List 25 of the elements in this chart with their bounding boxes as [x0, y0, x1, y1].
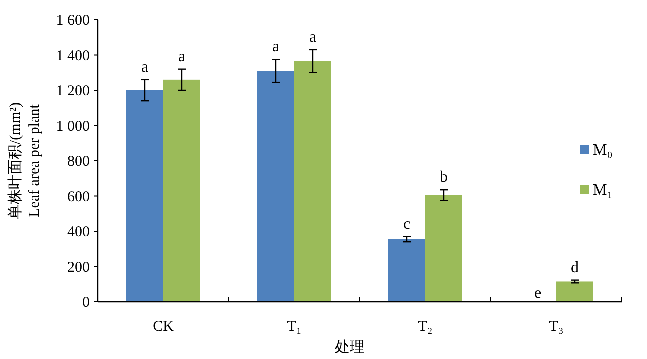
y-tick-label: 400: [68, 224, 90, 240]
y-tick-label: 1 600: [56, 13, 90, 29]
data-label: b: [440, 169, 448, 186]
data-label: c: [403, 216, 411, 233]
data-label: a: [272, 38, 280, 56]
x-tick-label: T₁: [287, 319, 302, 335]
data-label: e: [534, 285, 542, 302]
y-tick-label: 600: [68, 189, 90, 206]
y-axis-title: 单株叶面积/(mm²) Leaf area per plant: [7, 102, 43, 220]
x-tick-label: CK: [153, 319, 174, 335]
y-tick-label: 1 200: [56, 84, 90, 100]
y-tick-label: 1 000: [56, 118, 90, 135]
data-label: a: [141, 58, 149, 76]
data-label: a: [309, 28, 317, 46]
legend-label: M₁: [593, 182, 613, 199]
legend-label: M₀: [593, 142, 613, 159]
y-tick-label: 1 400: [56, 48, 90, 64]
y-tick-label: 0: [82, 295, 90, 311]
y-tick-label: 200: [68, 260, 90, 276]
x-tick-label: T₃: [549, 319, 564, 335]
y-tick-label: 800: [68, 154, 90, 170]
x-axis-title: 处理: [335, 339, 365, 356]
data-label: a: [178, 48, 186, 66]
x-tick-label: T₂: [418, 319, 433, 335]
data-label: d: [571, 259, 579, 276]
